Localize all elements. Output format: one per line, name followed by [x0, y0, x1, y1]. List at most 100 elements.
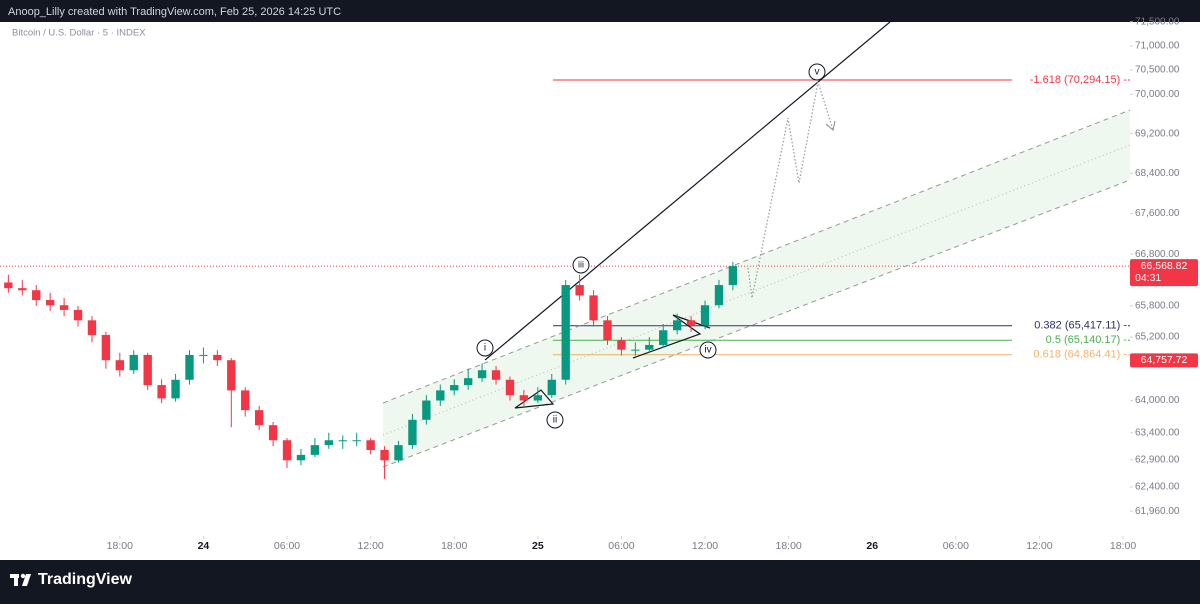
y-tick-label: 65,200.00 — [1135, 332, 1180, 343]
y-tick-label: 71,000.00 — [1135, 41, 1180, 52]
channel-lower — [382, 179, 1131, 468]
y-tick-label: 64,000.00 — [1135, 395, 1180, 406]
wave-labels: i ii iii iv v — [476, 63, 826, 429]
candle-body — [561, 285, 570, 380]
fib-label: 0.5 (65,140.17) - — [1046, 334, 1128, 346]
wave-label: iii — [578, 259, 584, 269]
candle-body — [533, 395, 543, 401]
x-tick-label: 12:00 — [1026, 540, 1052, 552]
y-tick-label: 66,800.00 — [1135, 249, 1180, 260]
channel-median — [382, 144, 1131, 436]
logo-part — [22, 574, 31, 586]
candle-body — [338, 440, 347, 442]
countdown-label: 04:31 — [1135, 272, 1161, 284]
footer-bar — [0, 560, 1200, 604]
wave-circle — [808, 63, 826, 81]
candle-body — [227, 360, 236, 391]
candle-body — [477, 370, 487, 379]
candle-body — [87, 320, 97, 335]
candle-body — [631, 349, 640, 351]
candle-body — [645, 344, 654, 350]
candle-body — [73, 309, 83, 321]
y-tick-label: 65,800.00 — [1135, 300, 1180, 311]
x-tick-label: 25 — [532, 540, 544, 552]
candle-body — [714, 285, 724, 306]
candle-body — [143, 354, 152, 386]
logo-part — [20, 573, 26, 579]
candle-body — [115, 360, 125, 371]
candle-body — [254, 410, 264, 426]
wave-circle — [476, 339, 494, 357]
brand-logo — [10, 573, 31, 586]
wave-label: i — [484, 343, 486, 354]
candle-body — [380, 449, 389, 461]
candle-body — [617, 340, 626, 350]
channel-upper — [382, 109, 1131, 404]
fib-label: 0.382 (65,417.11) - — [1034, 320, 1127, 332]
candle-body — [59, 305, 69, 310]
candle-body — [32, 290, 41, 301]
y-tick-label: 70,500.00 — [1135, 65, 1180, 76]
candle-body — [282, 440, 292, 461]
y-tick-label: 67,600.00 — [1135, 208, 1180, 219]
x-tick-label: 06:00 — [608, 540, 634, 552]
candle-body — [241, 390, 250, 411]
candle-body — [45, 300, 55, 306]
candle-body — [700, 305, 710, 326]
fib-label-bg — [1012, 348, 1128, 361]
x-tick-label: 12:00 — [692, 540, 718, 552]
wave-label: iv — [704, 345, 711, 356]
x-tick-label: 12:00 — [357, 540, 383, 552]
x-tick-label: 18:00 — [441, 540, 467, 552]
candle-body — [199, 354, 208, 356]
price-marker-box — [1130, 353, 1198, 368]
candle-body — [575, 285, 584, 296]
candle-body — [672, 320, 682, 331]
y-tick-label: 62,900.00 — [1135, 454, 1180, 465]
wave-circle — [572, 256, 590, 274]
y-tick-label: 69,200.00 — [1135, 128, 1180, 139]
fib-label-bg — [1012, 74, 1128, 87]
x-tick-label: 18:00 — [1110, 540, 1136, 552]
wave-label: v — [815, 67, 820, 78]
candle-body — [4, 282, 13, 289]
fib-label-bg — [1012, 319, 1128, 332]
candle-body — [589, 295, 598, 321]
wave-circle — [546, 411, 564, 429]
fib-label: -1.618 (70,294.15) - — [1030, 74, 1128, 86]
candle-body — [129, 354, 138, 371]
candle-body — [157, 385, 166, 399]
candle-body — [436, 390, 445, 401]
candle-body — [310, 445, 320, 455]
last-price-label: 66,568.82 — [1141, 260, 1188, 272]
candle-body — [213, 354, 222, 361]
candle-body — [728, 266, 738, 286]
y-tick-label: 63,400.00 — [1135, 427, 1180, 438]
y-tick-label: 61,960.00 — [1135, 506, 1180, 517]
candle-body — [296, 454, 306, 461]
last-price-box — [1130, 259, 1198, 287]
fib-label: 0.618 (64,864.41) - — [1033, 349, 1127, 361]
x-tick-label: 26 — [866, 540, 878, 552]
candle-body — [268, 425, 278, 441]
projection-path — [747, 81, 834, 299]
projection-arrow — [825, 120, 836, 132]
candle-body — [324, 440, 334, 446]
wave-circle — [699, 341, 717, 359]
x-tick-label: 18:00 — [107, 540, 133, 552]
logo-part — [14, 574, 18, 586]
header-text: Anoop_Lilly created with TradingView.com… — [8, 6, 341, 18]
y-tick-label: 62,400.00 — [1135, 482, 1180, 493]
candle-body — [352, 440, 361, 442]
candle-body — [659, 330, 668, 345]
candle-body — [408, 419, 417, 446]
x-tick-label: 18:00 — [775, 540, 801, 552]
candle-body — [547, 379, 556, 396]
price-marker-label: 64,757.72 — [1141, 354, 1188, 366]
y-tick-label: 68,400.00 — [1135, 168, 1180, 179]
y-tick-label: 70,000.00 — [1135, 89, 1180, 100]
candle-body — [491, 370, 501, 380]
candle-body — [519, 395, 529, 401]
x-tick-label: 24 — [198, 540, 210, 552]
